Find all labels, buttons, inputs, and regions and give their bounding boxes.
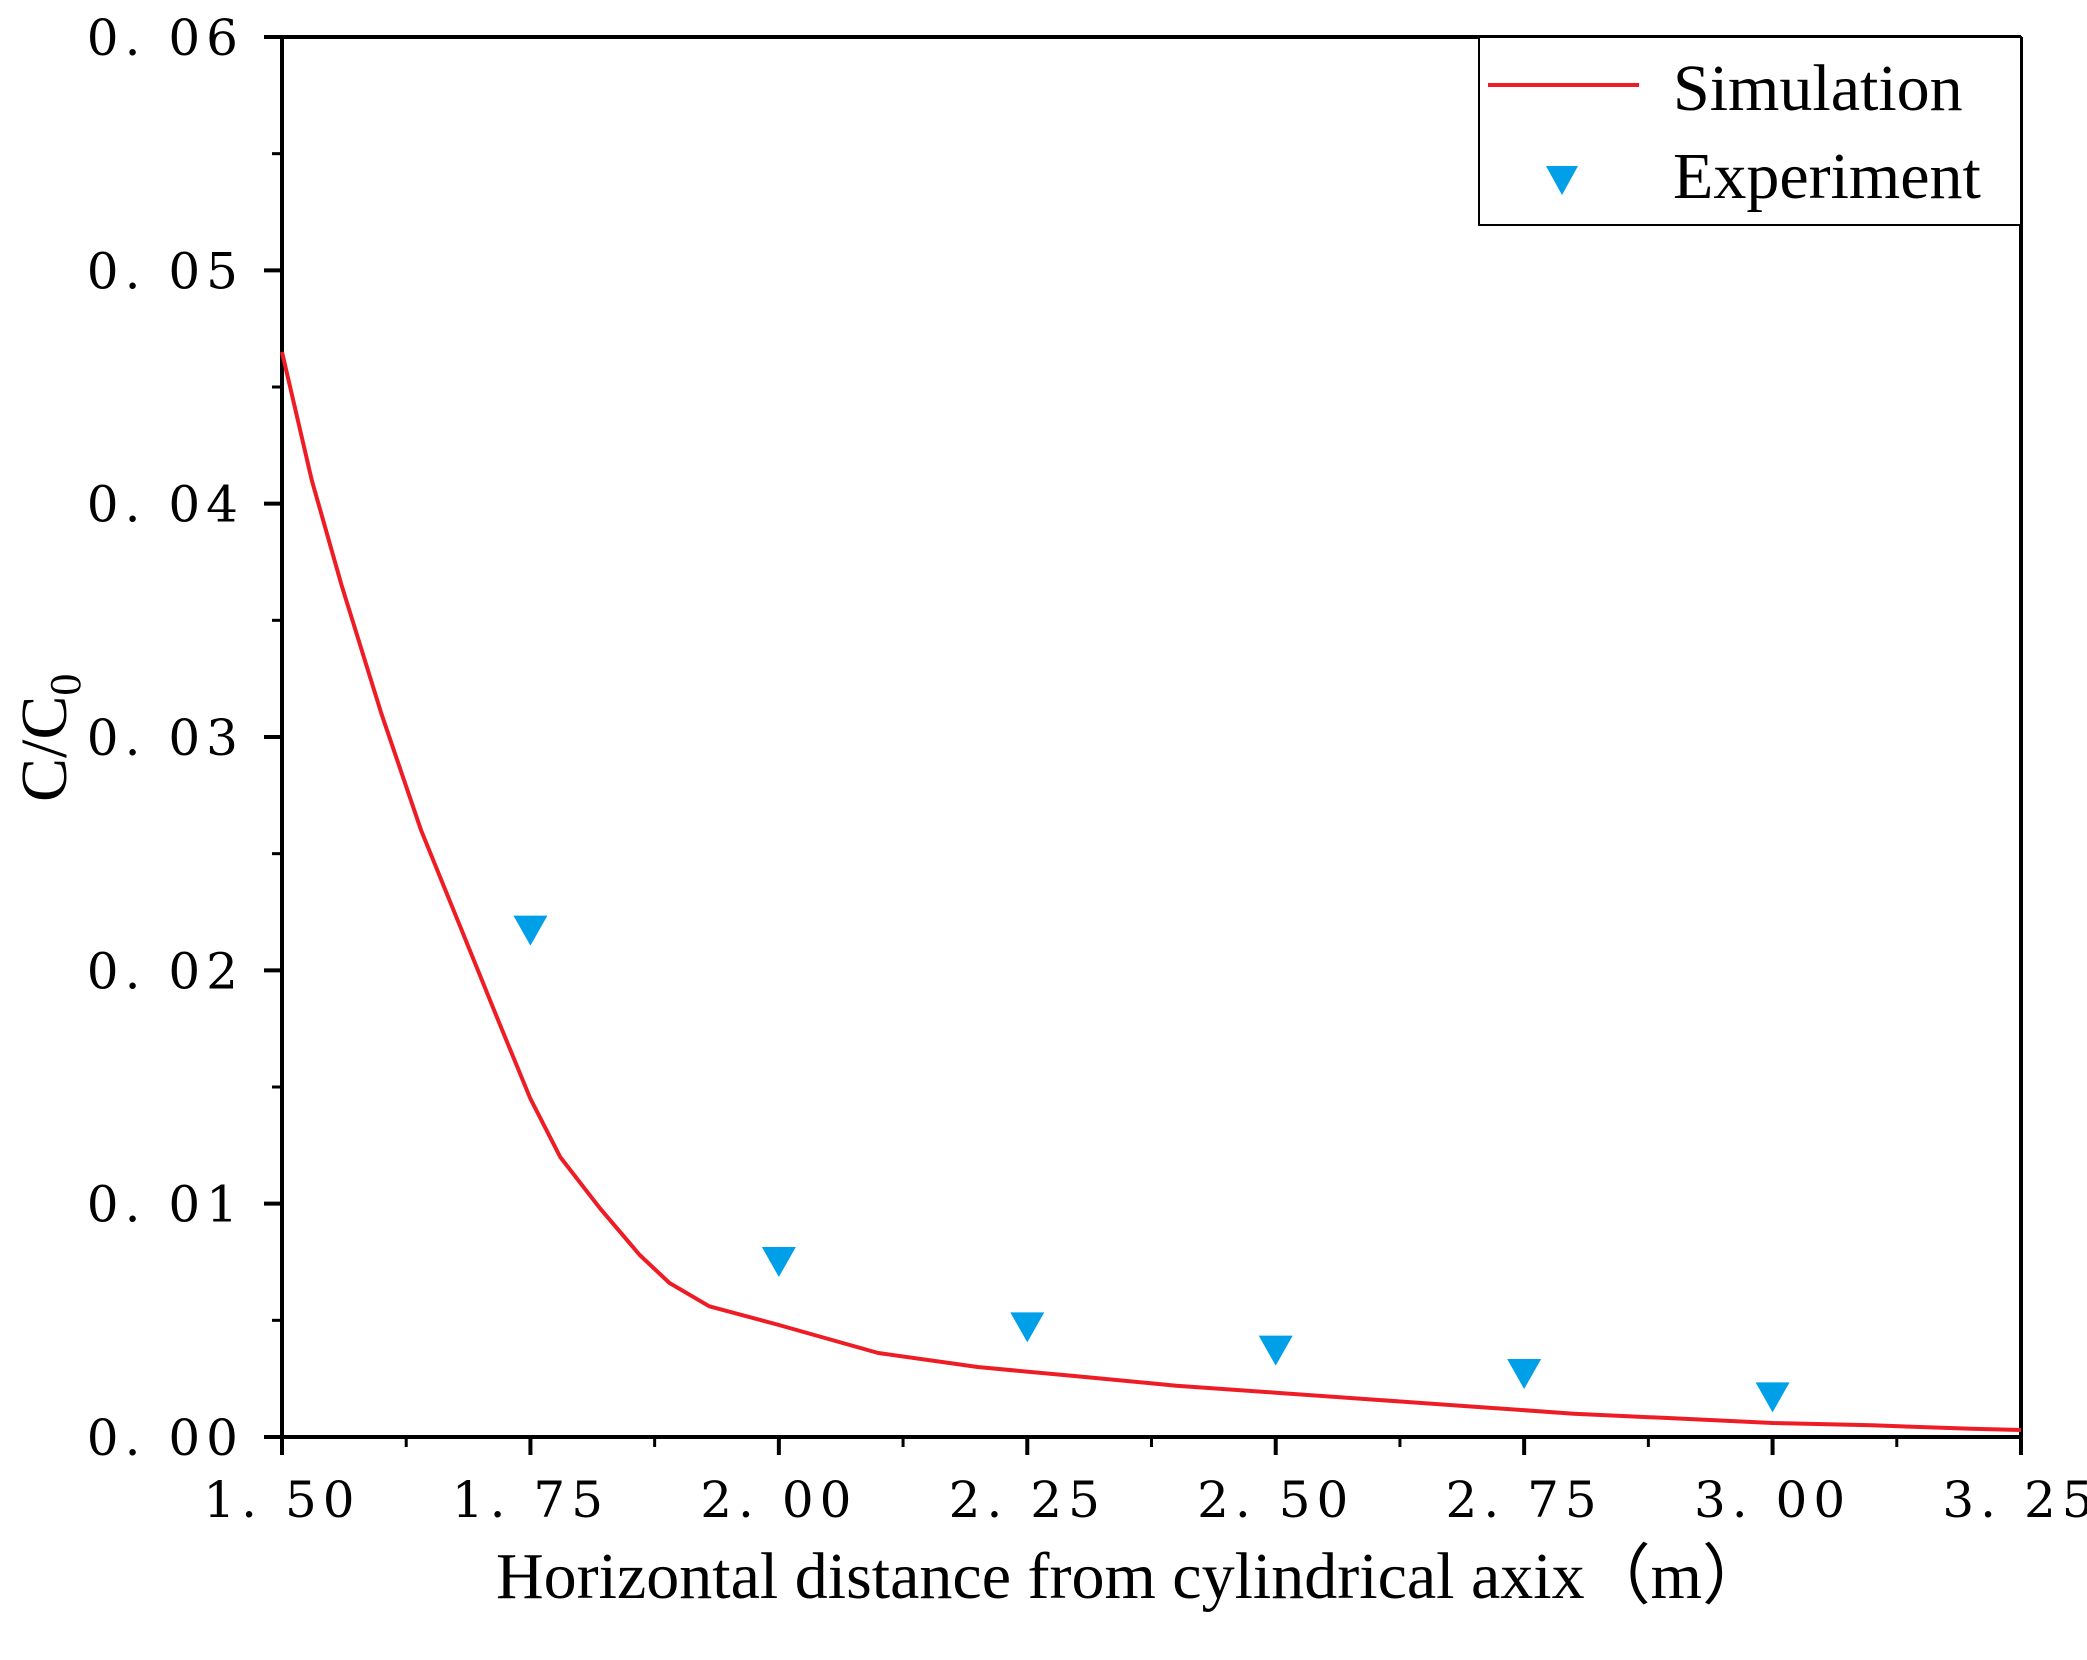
x-tick-label: 2. 75 xyxy=(1446,1471,1603,1529)
experiment-point xyxy=(761,1247,796,1277)
experiment-point xyxy=(1010,1312,1045,1343)
y-tick-label: 0. 00 xyxy=(87,1409,244,1467)
experiment-point xyxy=(513,915,548,946)
experiment-point xyxy=(1258,1335,1293,1366)
y-axis-label-main: C/C xyxy=(8,696,81,802)
y-tick-label: 0. 04 xyxy=(87,476,244,534)
y-axis-label-subscript: 0 xyxy=(41,674,90,696)
legend-experiment-marker-sample xyxy=(1546,166,1578,195)
experiment-point xyxy=(1755,1382,1790,1413)
x-tick-label: 1. 50 xyxy=(203,1471,360,1529)
ticks xyxy=(264,35,2023,1455)
x-tick-label: 2. 00 xyxy=(700,1471,857,1529)
x-axis-label: Horizontal distance from cylindrical axi… xyxy=(496,1540,1768,1613)
y-axis-label: C/C0 xyxy=(8,674,90,802)
y-tick-label: 0. 06 xyxy=(87,9,244,67)
x-tick-label: 2. 25 xyxy=(949,1471,1106,1529)
x-tick-label: 1. 75 xyxy=(452,1471,609,1529)
y-tick-label: 0. 02 xyxy=(87,942,244,1000)
experiment-point xyxy=(1507,1359,1542,1389)
x-tick-label: 3. 25 xyxy=(1942,1471,2087,1529)
x-tick-label: 3. 00 xyxy=(1694,1471,1851,1529)
x-tick-labels: 1. 50 1. 75 2. 00 2. 25 2. 50 2. 75 3. 00 3. 25 xyxy=(203,1471,2087,1529)
legend-box xyxy=(1478,36,2022,226)
simulation-line xyxy=(280,351,2022,1432)
legend-label-experiment: Experiment xyxy=(1673,140,1981,213)
y-tick-label: 0. 03 xyxy=(87,709,244,767)
y-tick-label: 0. 05 xyxy=(87,242,244,300)
series xyxy=(280,351,2022,1432)
legend-label-simulation: Simulation xyxy=(1673,52,1963,125)
x-tick-label: 2. 50 xyxy=(1197,1471,1354,1529)
y-tick-labels: 0. 00 0. 01 0. 02 0. 03 0. 04 0. 05 0. 06 xyxy=(87,9,244,1467)
y-tick-label: 0. 01 xyxy=(87,1176,244,1234)
legend: Simulation Experiment xyxy=(1478,36,2022,226)
